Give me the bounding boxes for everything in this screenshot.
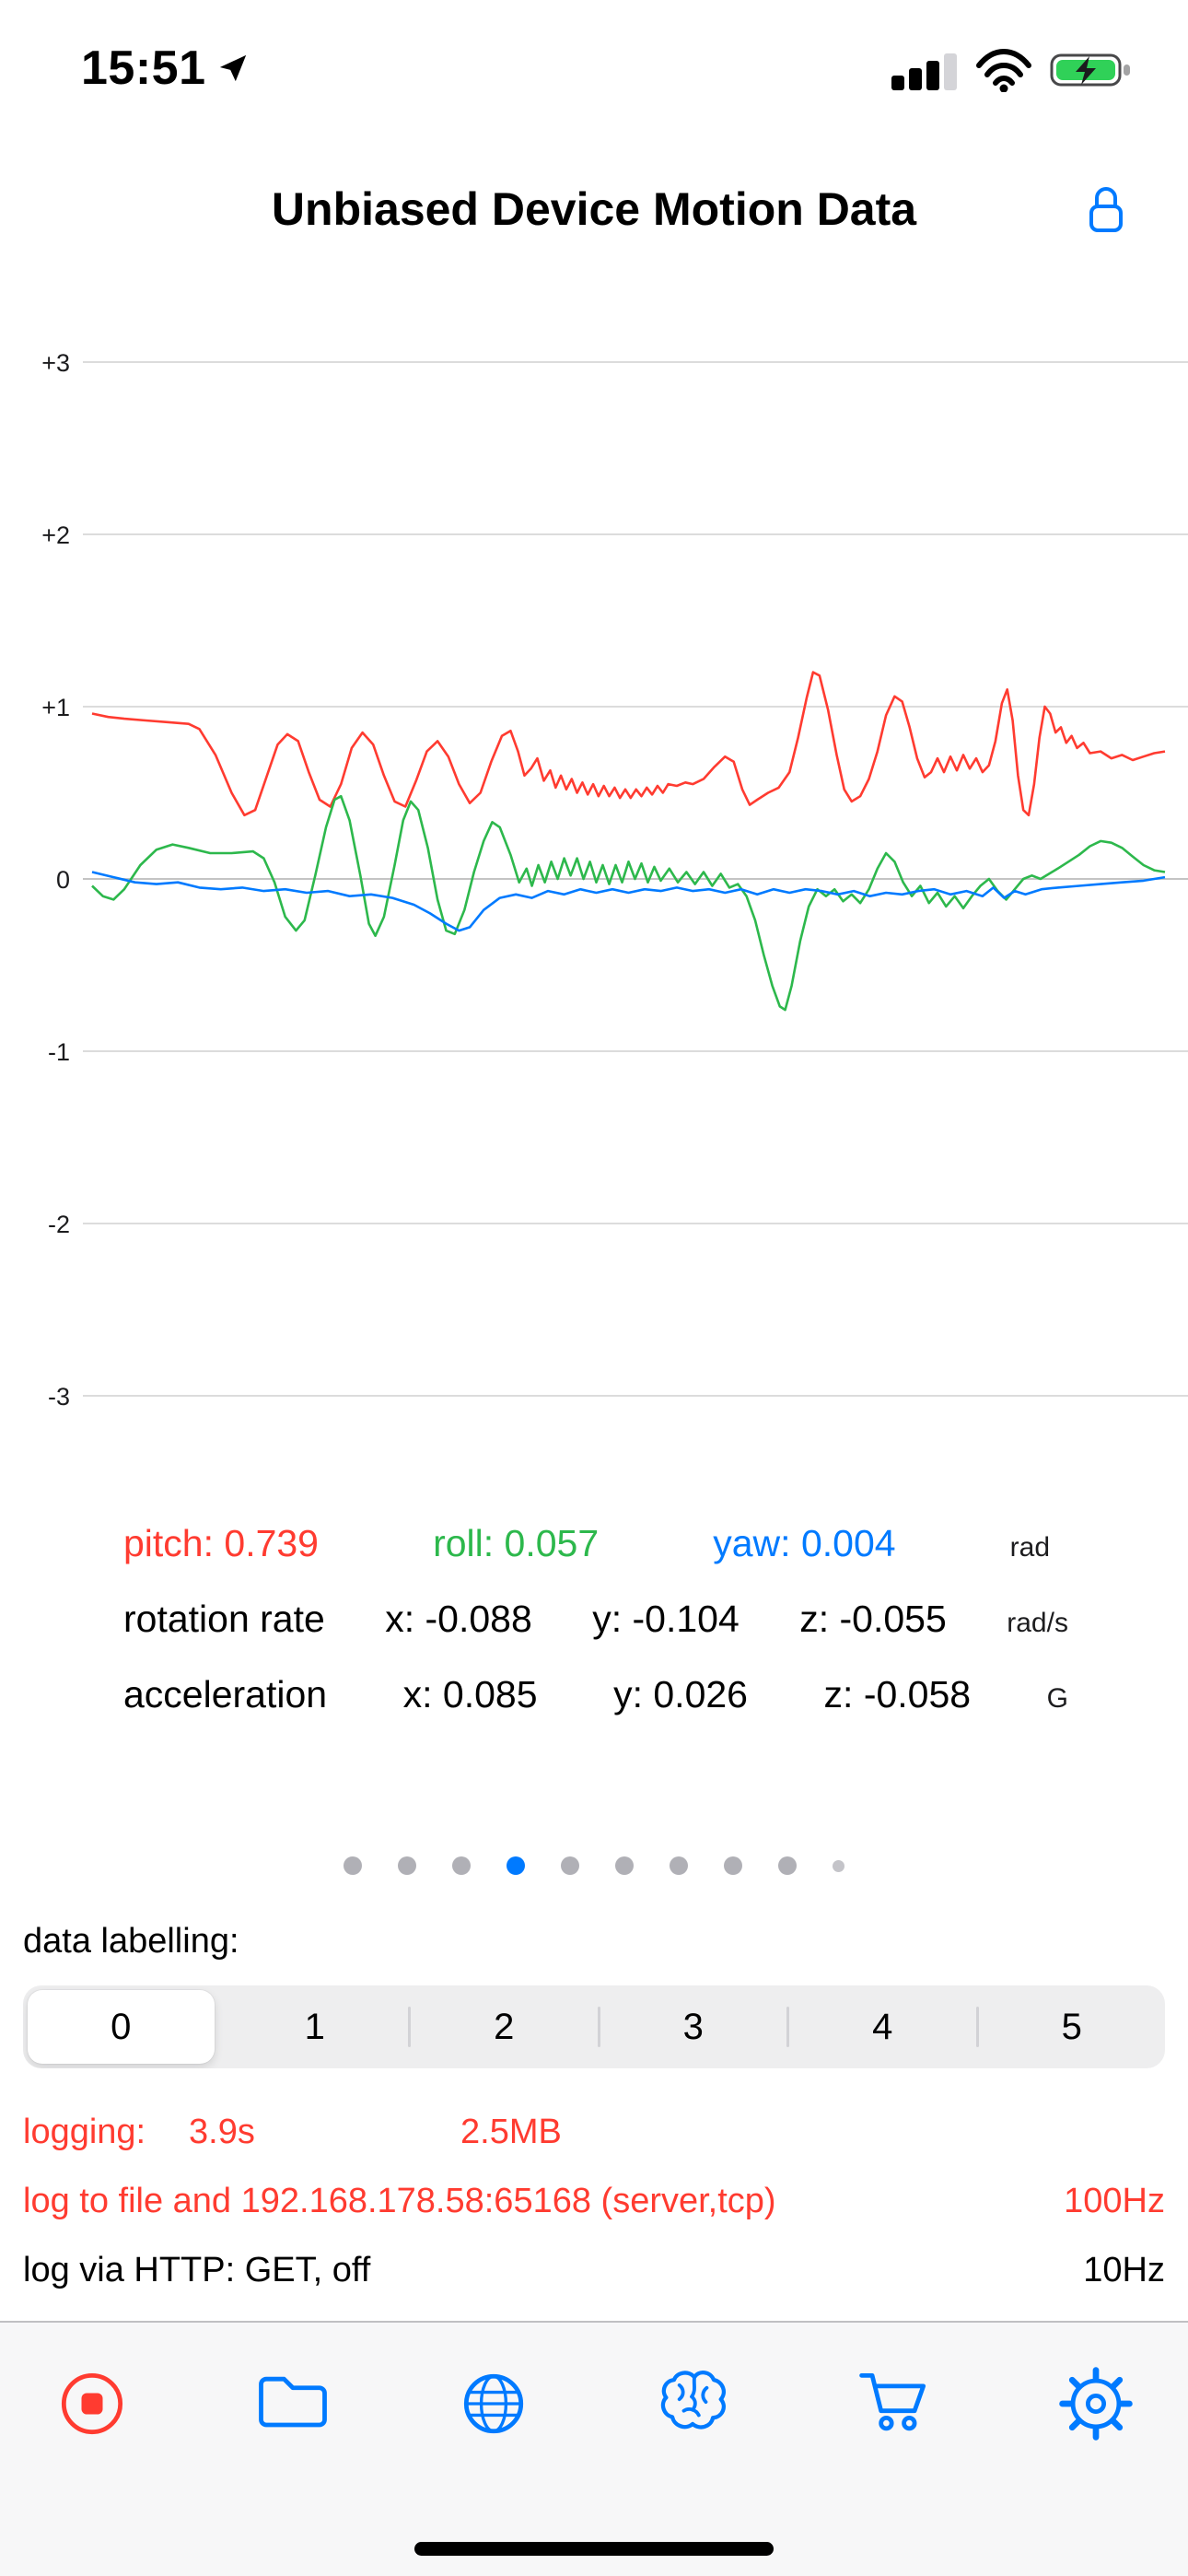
- page-indicator[interactable]: [0, 1854, 1188, 1878]
- attitude-unit-label: rad: [1009, 1532, 1050, 1563]
- page-title: Unbiased Device Motion Data: [271, 183, 917, 235]
- stop-record-button[interactable]: [48, 2359, 136, 2448]
- log-destination-text: log to file and 192.168.178.58:65168 (se…: [23, 2182, 776, 2220]
- logging-file-size: 2.5MB: [460, 2113, 562, 2151]
- status-icons: [891, 48, 1135, 92]
- data-labelling-label: data labelling:: [23, 1922, 239, 1961]
- y-axis-tick-label: +2: [41, 521, 70, 549]
- page-dot[interactable]: [833, 1859, 844, 1872]
- logging-elapsed-time: 3.9s: [189, 2113, 255, 2151]
- y-axis-tick-label: +3: [41, 349, 70, 377]
- location-arrow-icon: [219, 54, 246, 82]
- segment-label-3[interactable]: 3: [682, 2006, 704, 2047]
- y-axis-tick-label: -1: [48, 1038, 70, 1066]
- acceleration-z: z: -0.058: [823, 1673, 972, 1715]
- rotation-rate-readout-row: rotation rate x: -0.088 y: -0.104 z: -0.…: [0, 1598, 1188, 1673]
- rotation-rate-label: rotation rate: [123, 1598, 325, 1640]
- y-axis-tick-label: -3: [48, 1383, 70, 1411]
- page-dot[interactable]: [778, 1856, 797, 1875]
- roll-series-line: [91, 794, 1166, 1012]
- wifi-icon: [976, 48, 1031, 92]
- segment-label-5[interactable]: 5: [1061, 2006, 1082, 2047]
- acceleration-label: acceleration: [123, 1673, 328, 1715]
- logging-status-row: logging: 3.9s 2.5MB: [23, 2113, 1165, 2160]
- cellular-signal-icon: [891, 53, 957, 90]
- status-time-group: 15:51: [81, 41, 249, 96]
- http-log-row[interactable]: log via HTTP: GET, off 10Hz: [23, 2251, 1165, 2299]
- clock-time: 15:51: [81, 41, 206, 95]
- logging-label: logging:: [23, 2113, 146, 2151]
- http-log-text: log via HTTP: GET, off: [23, 2251, 371, 2289]
- segment-separator: [975, 2007, 979, 2047]
- cart-button[interactable]: [851, 2359, 939, 2448]
- segment-label-4[interactable]: 4: [872, 2006, 893, 2047]
- page-dot[interactable]: [724, 1856, 742, 1875]
- page-dot[interactable]: [344, 1856, 362, 1875]
- page-dot[interactable]: [670, 1856, 688, 1875]
- label-segmented-control[interactable]: 0 1 2 3 4 5: [23, 1985, 1165, 2068]
- rotation-rate-y: y: -0.104: [592, 1598, 740, 1640]
- motion-chart-svg: +3 +2 +1 0 -1 -2 -3: [41, 349, 1188, 1411]
- segment-separator: [408, 2007, 411, 2047]
- pitch-series-line: [91, 671, 1166, 817]
- log-rate-value: 100Hz: [1064, 2182, 1165, 2220]
- cart-icon: [859, 2372, 926, 2431]
- y-axis-tick-label: -2: [48, 1211, 70, 1238]
- files-button[interactable]: [249, 2359, 337, 2448]
- acceleration-unit-label: G: [1046, 1683, 1068, 1714]
- rotation-rate-x: x: -0.088: [385, 1598, 532, 1640]
- lock-button[interactable]: [1085, 182, 1127, 236]
- segment-label-0[interactable]: 0: [28, 1990, 215, 2064]
- attitude-readout-row: pitch: 0.739 roll: 0.057 yaw: 0.004 rad: [0, 1522, 1188, 1598]
- stop-record-icon: [61, 2372, 123, 2435]
- settings-button[interactable]: [1052, 2359, 1140, 2448]
- log-destination-row[interactable]: log to file and 192.168.178.58:65168 (se…: [23, 2182, 1165, 2230]
- page-dot[interactable]: [561, 1856, 579, 1875]
- globe-icon: [463, 2373, 524, 2434]
- gear-icon: [1059, 2367, 1133, 2441]
- acceleration-y: y: 0.026: [613, 1673, 748, 1715]
- segment-separator: [597, 2007, 600, 2047]
- pitch-readout: pitch: 0.739: [123, 1522, 319, 1564]
- ml-button[interactable]: [650, 2359, 739, 2448]
- status-bar: 15:51: [0, 0, 1188, 138]
- rotation-rate-z: z: -0.055: [799, 1598, 947, 1640]
- segment-separator: [786, 2007, 789, 2047]
- toolbar-icons-row: [0, 2323, 1188, 2448]
- page-dot-active[interactable]: [507, 1856, 525, 1875]
- lock-icon: [1089, 187, 1123, 232]
- folder-icon: [259, 2376, 327, 2428]
- motion-chart: +3 +2 +1 0 -1 -2 -3: [0, 313, 1188, 1483]
- page-dot[interactable]: [615, 1856, 634, 1875]
- y-axis-tick-label: +1: [41, 694, 70, 721]
- y-axis-tick-label: 0: [56, 866, 70, 894]
- motion-readouts: pitch: 0.739 roll: 0.057 yaw: 0.004 rad …: [0, 1522, 1188, 1749]
- home-indicator[interactable]: [414, 2542, 774, 2556]
- battery-charging-icon: [1050, 53, 1130, 87]
- network-button[interactable]: [449, 2359, 538, 2448]
- page-dot[interactable]: [452, 1856, 471, 1875]
- segment-label-2[interactable]: 2: [494, 2006, 515, 2047]
- page-dot[interactable]: [398, 1856, 416, 1875]
- acceleration-x: x: 0.085: [402, 1673, 538, 1715]
- acceleration-readout-row: acceleration x: 0.085 y: 0.026 z: -0.058…: [0, 1673, 1188, 1749]
- rotation-rate-unit-label: rad/s: [1007, 1608, 1068, 1638]
- yaw-series-line: [91, 871, 1166, 932]
- yaw-readout: yaw: 0.004: [713, 1522, 896, 1564]
- http-rate-value: 10Hz: [1083, 2251, 1165, 2289]
- roll-readout: roll: 0.057: [433, 1522, 600, 1564]
- segment-label-1[interactable]: 1: [304, 2006, 325, 2047]
- brain-icon: [660, 2371, 726, 2430]
- bottom-toolbar: [0, 2321, 1188, 2576]
